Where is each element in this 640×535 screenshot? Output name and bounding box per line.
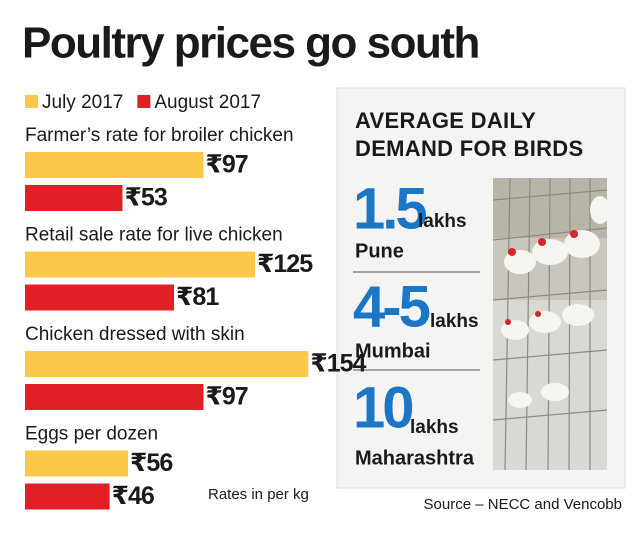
legend-swatch [137,95,151,108]
demand-value: 4-5 [353,274,430,339]
category-label: Farmer’s rate for broiler chicken [25,125,294,146]
panel-title: AVERAGE DAILY [355,108,536,133]
bar [25,450,129,477]
bar [25,251,255,278]
legend-label: July 2017 [42,92,123,113]
demand-place: Maharashtra [355,447,475,469]
category-label: Eggs per dozen [25,424,158,445]
demand-value: 10 [353,375,412,440]
demand-place: Mumbai [355,340,431,362]
value-label: ₹81 [176,283,219,311]
panel-title: DEMAND FOR BIRDS [355,136,583,161]
value-label: ₹56 [130,449,172,477]
note: Rates in per kg [208,486,309,503]
demand-value: 1.5 [353,176,426,241]
bar [25,384,204,410]
bar [25,185,123,211]
legend-swatch [25,95,38,108]
demand-place: Pune [355,240,404,262]
chart-title: Poultry prices go south [22,19,479,68]
value-label: ₹97 [205,151,247,179]
bar [25,351,309,377]
value-label: ₹97 [205,383,247,411]
value-label: ₹154 [310,350,366,378]
value-label: ₹125 [257,250,313,278]
bar [25,284,175,311]
value-label: ₹53 [125,184,167,212]
bar [25,483,110,510]
bar [25,152,204,178]
demand-unit: lakhs [418,211,467,232]
demand-unit: lakhs [430,311,479,332]
source: Source – NECC and Vencobb [424,496,622,513]
demand-unit: lakhs [410,417,459,438]
category-label: Chicken dressed with skin [25,324,245,345]
legend-label: August 2017 [154,92,261,113]
value-label: ₹46 [112,482,154,510]
photo [492,177,610,471]
category-label: Retail sale rate for live chicken [25,225,283,246]
